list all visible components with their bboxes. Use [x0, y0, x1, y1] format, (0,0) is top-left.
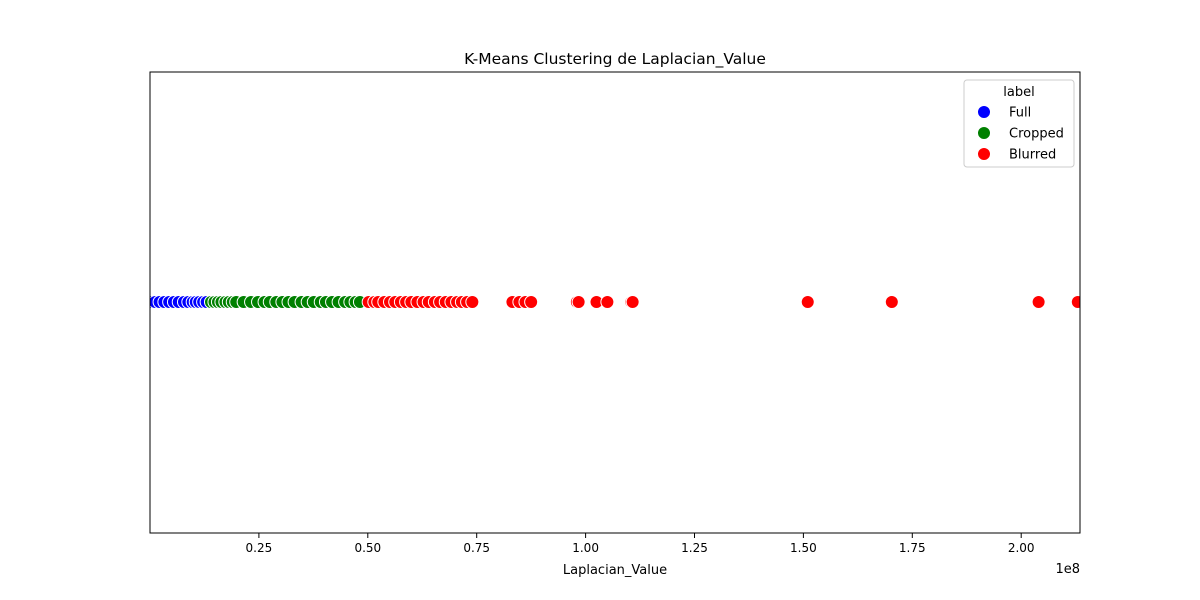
x-tick-label-4: 1.25: [681, 541, 708, 555]
x-tick-label-2: 0.75: [463, 541, 490, 555]
x-tick-label-7: 2.00: [1008, 541, 1035, 555]
point-blurred-27: [600, 295, 615, 309]
point-blurred-32: [1031, 295, 1046, 309]
x-tick-label-5: 1.50: [790, 541, 817, 555]
legend-title: label: [1003, 85, 1034, 100]
x-axis-offset-label: 1e8: [1055, 562, 1080, 577]
legend-label-blurred: Blurred: [1009, 148, 1056, 163]
x-tick-label-6: 1.75: [899, 541, 926, 555]
x-axis-label: Laplacian_Value: [563, 563, 667, 578]
x-tick-label-1: 0.50: [354, 541, 381, 555]
point-blurred-25: [571, 295, 586, 309]
legend-label-full: Full: [1009, 106, 1031, 121]
chart-title: K-Means Clustering de Laplacian_Value: [464, 50, 766, 69]
legend-marker-full: [977, 105, 991, 119]
x-axis: 0.25 0.50 0.75 1.00 1.25 1.50 1.75 2.00: [246, 533, 1035, 555]
point-blurred-31: [884, 295, 899, 309]
points-layer: [150, 295, 1080, 309]
point-blurred-33: [1070, 295, 1080, 309]
point-blurred-23: [524, 295, 539, 309]
plot-frame: [149, 71, 1081, 534]
legend-label-cropped: Cropped: [1009, 127, 1064, 142]
legend-marker-blurred: [977, 147, 991, 161]
legend-items: Full Cropped Blurred: [977, 105, 1064, 163]
legend-marker-cropped: [977, 126, 991, 140]
legend: label Full Cropped Blurred: [963, 79, 1075, 168]
point-blurred-29: [625, 295, 640, 309]
x-tick-label-0: 0.25: [246, 541, 273, 555]
legend-box: [963, 79, 1075, 168]
x-tick-label-3: 1.00: [572, 541, 599, 555]
point-blurred-30: [800, 295, 815, 309]
point-blurred-19: [465, 295, 480, 309]
